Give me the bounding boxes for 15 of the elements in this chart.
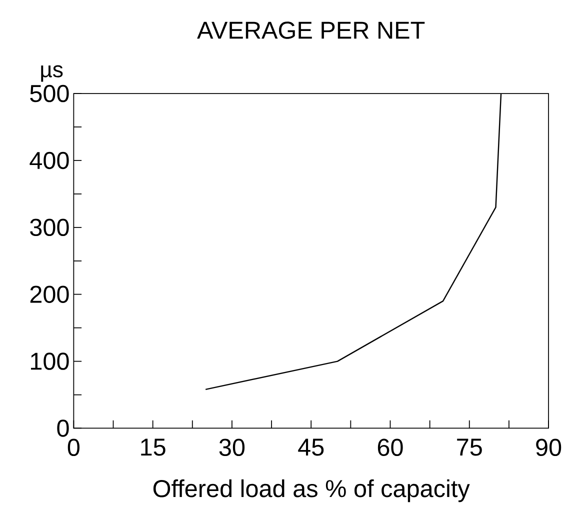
y-tick-label: 400 bbox=[30, 152, 69, 170]
y-axis-title: µs bbox=[41, 65, 63, 82]
y-tick-label: 500 bbox=[30, 84, 69, 102]
x-tick-label: 75 bbox=[457, 438, 482, 456]
x-tick-label: 45 bbox=[298, 438, 324, 456]
x-tick-label: 60 bbox=[378, 438, 403, 456]
x-tick-label: 15 bbox=[141, 438, 166, 456]
y-tick-label: 100 bbox=[31, 352, 69, 370]
x-tick-label: 30 bbox=[219, 438, 245, 456]
chart-title: AVERAGE PER NET bbox=[197, 22, 425, 39]
x-tick-label: 90 bbox=[536, 438, 562, 456]
y-tick-label: 0 bbox=[57, 420, 69, 437]
y-tick-label: 300 bbox=[30, 218, 69, 236]
x-axis-title: Offered load as % of capacity bbox=[153, 479, 470, 502]
y-tick-label: 200 bbox=[30, 286, 69, 303]
